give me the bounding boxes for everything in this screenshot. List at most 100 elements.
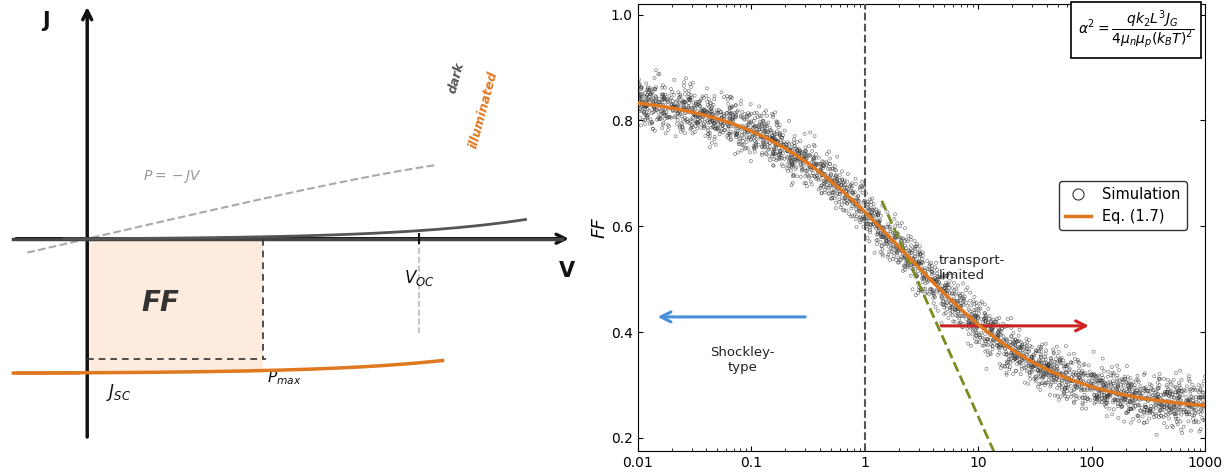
Point [644, 85, 664, 93]
Point [874, 252, 893, 259]
Point [1183, 406, 1202, 413]
Point [1074, 377, 1093, 384]
Point [1150, 370, 1169, 378]
Point [1166, 406, 1185, 413]
Point [888, 229, 908, 237]
Point [856, 223, 876, 231]
Point [1004, 338, 1023, 346]
Point [967, 318, 987, 325]
Point [942, 311, 962, 319]
Point [1023, 362, 1043, 369]
Point [702, 104, 721, 112]
Point [656, 112, 676, 120]
Point [823, 178, 843, 186]
Point [1020, 357, 1039, 365]
Point [731, 125, 751, 133]
Point [787, 164, 806, 171]
Point [1120, 405, 1140, 412]
Point [1020, 368, 1039, 376]
Point [1088, 372, 1108, 380]
Point [1088, 387, 1108, 394]
Point [977, 340, 996, 348]
Point [821, 182, 840, 189]
Point [1120, 380, 1140, 388]
Point [730, 140, 750, 148]
Point [869, 219, 888, 227]
Point [829, 171, 849, 179]
Point [1115, 396, 1135, 403]
Point [645, 85, 665, 93]
Point [1004, 329, 1023, 337]
Point [704, 120, 724, 128]
Point [1120, 398, 1140, 405]
Point [719, 134, 739, 142]
Point [720, 105, 740, 112]
Point [747, 135, 767, 143]
Point [795, 152, 815, 160]
Point [861, 201, 881, 209]
Point [696, 132, 715, 140]
Point [1115, 395, 1135, 402]
Point [804, 160, 823, 168]
Point [1133, 412, 1152, 420]
Point [666, 103, 686, 110]
Point [936, 295, 956, 302]
Point [799, 173, 818, 180]
Point [914, 275, 934, 283]
Point [1044, 370, 1064, 377]
Point [861, 212, 881, 219]
Point [1188, 402, 1207, 410]
Point [1075, 360, 1094, 368]
Point [1128, 372, 1147, 380]
Point [1195, 417, 1215, 424]
Point [736, 144, 756, 152]
Point [782, 146, 801, 154]
Point [1106, 396, 1125, 403]
Point [910, 250, 930, 258]
Point [1087, 395, 1107, 403]
Point [1086, 376, 1106, 384]
Point [720, 130, 740, 137]
Point [1123, 392, 1142, 399]
Point [1044, 366, 1064, 374]
Point [891, 247, 910, 255]
Point [714, 93, 734, 101]
Point [704, 124, 724, 132]
Point [891, 236, 910, 243]
Point [966, 316, 985, 324]
Point [896, 259, 915, 266]
Point [757, 133, 777, 140]
Point [1162, 422, 1182, 429]
Point [1168, 394, 1188, 401]
Point [795, 167, 815, 174]
Point [1034, 373, 1054, 381]
Point [745, 114, 764, 122]
Point [966, 320, 985, 328]
Point [1101, 378, 1120, 386]
Point [926, 259, 946, 266]
Point [1070, 371, 1090, 379]
Point [858, 200, 877, 208]
Point [741, 157, 761, 165]
Point [928, 270, 947, 277]
Point [983, 325, 1002, 332]
Point [882, 234, 902, 241]
Point [1191, 405, 1211, 412]
Point [1114, 382, 1134, 390]
Point [693, 110, 713, 118]
Point [994, 337, 1014, 345]
Point [799, 152, 818, 160]
Point [1043, 366, 1063, 374]
Point [744, 145, 763, 152]
Point [812, 190, 832, 197]
Point [1119, 386, 1139, 393]
Point [1042, 379, 1061, 386]
Point [1151, 412, 1171, 420]
Point [963, 314, 983, 322]
Point [1002, 340, 1022, 347]
Point [1002, 351, 1022, 359]
Point [901, 249, 920, 257]
Point [1193, 389, 1212, 396]
Point [1039, 368, 1059, 376]
Point [1146, 388, 1166, 396]
